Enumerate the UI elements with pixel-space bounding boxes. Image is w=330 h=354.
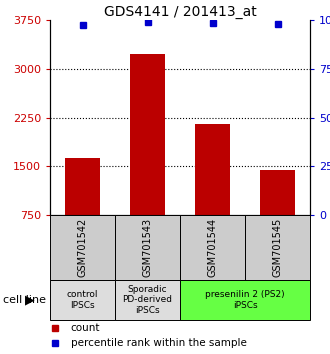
Text: GSM701544: GSM701544 — [208, 218, 217, 277]
Text: ▶: ▶ — [25, 293, 35, 307]
Text: control
IPSCs: control IPSCs — [67, 290, 98, 310]
Bar — [50, 215, 115, 280]
Bar — [260, 170, 295, 215]
Bar — [245, 215, 310, 280]
Bar — [65, 159, 100, 215]
Bar — [115, 215, 180, 280]
Text: Sporadic
PD-derived
iPSCs: Sporadic PD-derived iPSCs — [122, 285, 173, 315]
Text: GSM701545: GSM701545 — [273, 218, 282, 277]
Text: percentile rank within the sample: percentile rank within the sample — [71, 338, 247, 348]
Bar — [180, 280, 310, 320]
Text: presenilin 2 (PS2)
iPSCs: presenilin 2 (PS2) iPSCs — [205, 290, 285, 310]
Bar — [180, 215, 245, 280]
Bar — [50, 280, 115, 320]
Text: cell line: cell line — [3, 295, 46, 305]
Bar — [130, 55, 165, 215]
Text: GSM701543: GSM701543 — [143, 218, 152, 277]
Bar — [115, 280, 180, 320]
Text: GSM701542: GSM701542 — [78, 218, 87, 277]
Bar — [195, 124, 230, 215]
Text: count: count — [71, 322, 100, 333]
Title: GDS4141 / 201413_at: GDS4141 / 201413_at — [104, 5, 256, 19]
